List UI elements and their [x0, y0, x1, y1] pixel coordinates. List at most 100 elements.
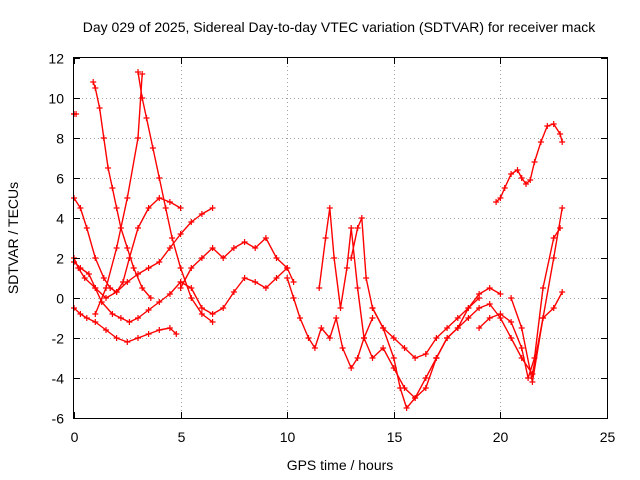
data-point — [273, 275, 280, 281]
data-point — [113, 289, 120, 295]
data-point — [508, 335, 515, 341]
data-point — [173, 331, 180, 337]
data-point — [100, 275, 107, 281]
data-point — [169, 235, 176, 241]
series-7 — [92, 71, 146, 317]
data-point — [343, 265, 350, 271]
data-point — [348, 255, 355, 261]
data-point — [316, 285, 323, 291]
series-line — [92, 81, 152, 299]
data-point — [550, 305, 557, 311]
data-point — [354, 355, 361, 361]
x-axis-label: GPS time / hours — [287, 457, 394, 473]
series-10 — [177, 235, 291, 291]
data-point — [290, 279, 297, 285]
data-point — [333, 315, 340, 321]
series-line — [350, 217, 480, 359]
data-point — [252, 279, 259, 285]
data-point — [166, 291, 173, 297]
series-15 — [433, 205, 566, 377]
data-point — [209, 205, 216, 211]
data-point — [354, 225, 361, 231]
data-point — [273, 255, 280, 261]
data-point — [220, 255, 227, 261]
data-point — [476, 291, 483, 297]
data-point — [465, 305, 472, 311]
data-point — [422, 375, 429, 381]
series-line — [73, 261, 182, 323]
data-point — [390, 355, 397, 361]
data-point — [508, 295, 515, 301]
data-point — [188, 219, 195, 225]
data-point — [412, 355, 419, 361]
data-point — [318, 325, 325, 331]
x-tick-label: 15 — [387, 429, 403, 445]
data-point — [77, 205, 84, 211]
y-tick-label: -6 — [52, 411, 65, 427]
data-point — [527, 177, 534, 183]
data-point — [156, 299, 163, 305]
series-line — [495, 123, 563, 203]
data-point — [444, 325, 451, 331]
data-point — [92, 319, 99, 325]
data-series-group — [71, 69, 566, 411]
series-1 — [71, 111, 80, 117]
y-tick-label: 2 — [56, 251, 64, 267]
data-point — [90, 79, 97, 85]
data-point — [514, 167, 521, 173]
data-point — [358, 215, 365, 221]
data-point — [83, 315, 90, 321]
data-point — [198, 255, 205, 261]
data-point — [290, 295, 297, 301]
data-point — [433, 355, 440, 361]
data-point — [156, 327, 163, 333]
data-point — [501, 185, 508, 191]
data-point — [252, 245, 259, 251]
data-point — [550, 235, 557, 241]
data-point — [311, 345, 318, 351]
data-point — [486, 315, 493, 321]
data-point — [130, 265, 137, 271]
data-point — [529, 379, 536, 385]
data-point — [177, 231, 184, 237]
data-point — [139, 71, 146, 77]
series-5 — [71, 259, 184, 325]
data-point — [444, 335, 451, 341]
x-tick-label: 10 — [280, 429, 296, 445]
data-point — [497, 291, 504, 297]
data-point — [145, 265, 152, 271]
data-point — [124, 195, 131, 201]
series-14 — [369, 285, 504, 411]
data-point — [230, 289, 237, 295]
axis-ticks: 0 5 10 15 20 25 -6 -4 -2 0 2 4 6 8 10 12 — [48, 51, 615, 446]
plot-frame — [73, 57, 608, 419]
data-point — [363, 275, 370, 281]
data-point — [103, 327, 109, 333]
data-point — [100, 135, 107, 141]
data-point — [145, 205, 152, 211]
data-point — [550, 121, 557, 127]
data-point — [348, 365, 355, 371]
data-point — [156, 259, 163, 265]
data-point — [454, 315, 461, 321]
series-17 — [508, 289, 566, 385]
data-point — [508, 319, 515, 325]
data-point — [476, 305, 483, 311]
data-point — [518, 325, 525, 331]
data-point — [188, 285, 195, 291]
data-point — [177, 205, 184, 211]
data-point — [284, 265, 291, 271]
data-point — [145, 331, 152, 337]
grid — [74, 58, 607, 418]
data-point — [486, 285, 493, 291]
series-line — [73, 197, 182, 293]
data-point — [422, 351, 429, 357]
data-point — [166, 245, 173, 251]
data-point — [544, 123, 551, 129]
data-point — [113, 245, 120, 251]
data-point — [81, 275, 88, 281]
data-point — [135, 135, 141, 141]
data-point — [156, 195, 163, 201]
series-line — [318, 207, 374, 339]
